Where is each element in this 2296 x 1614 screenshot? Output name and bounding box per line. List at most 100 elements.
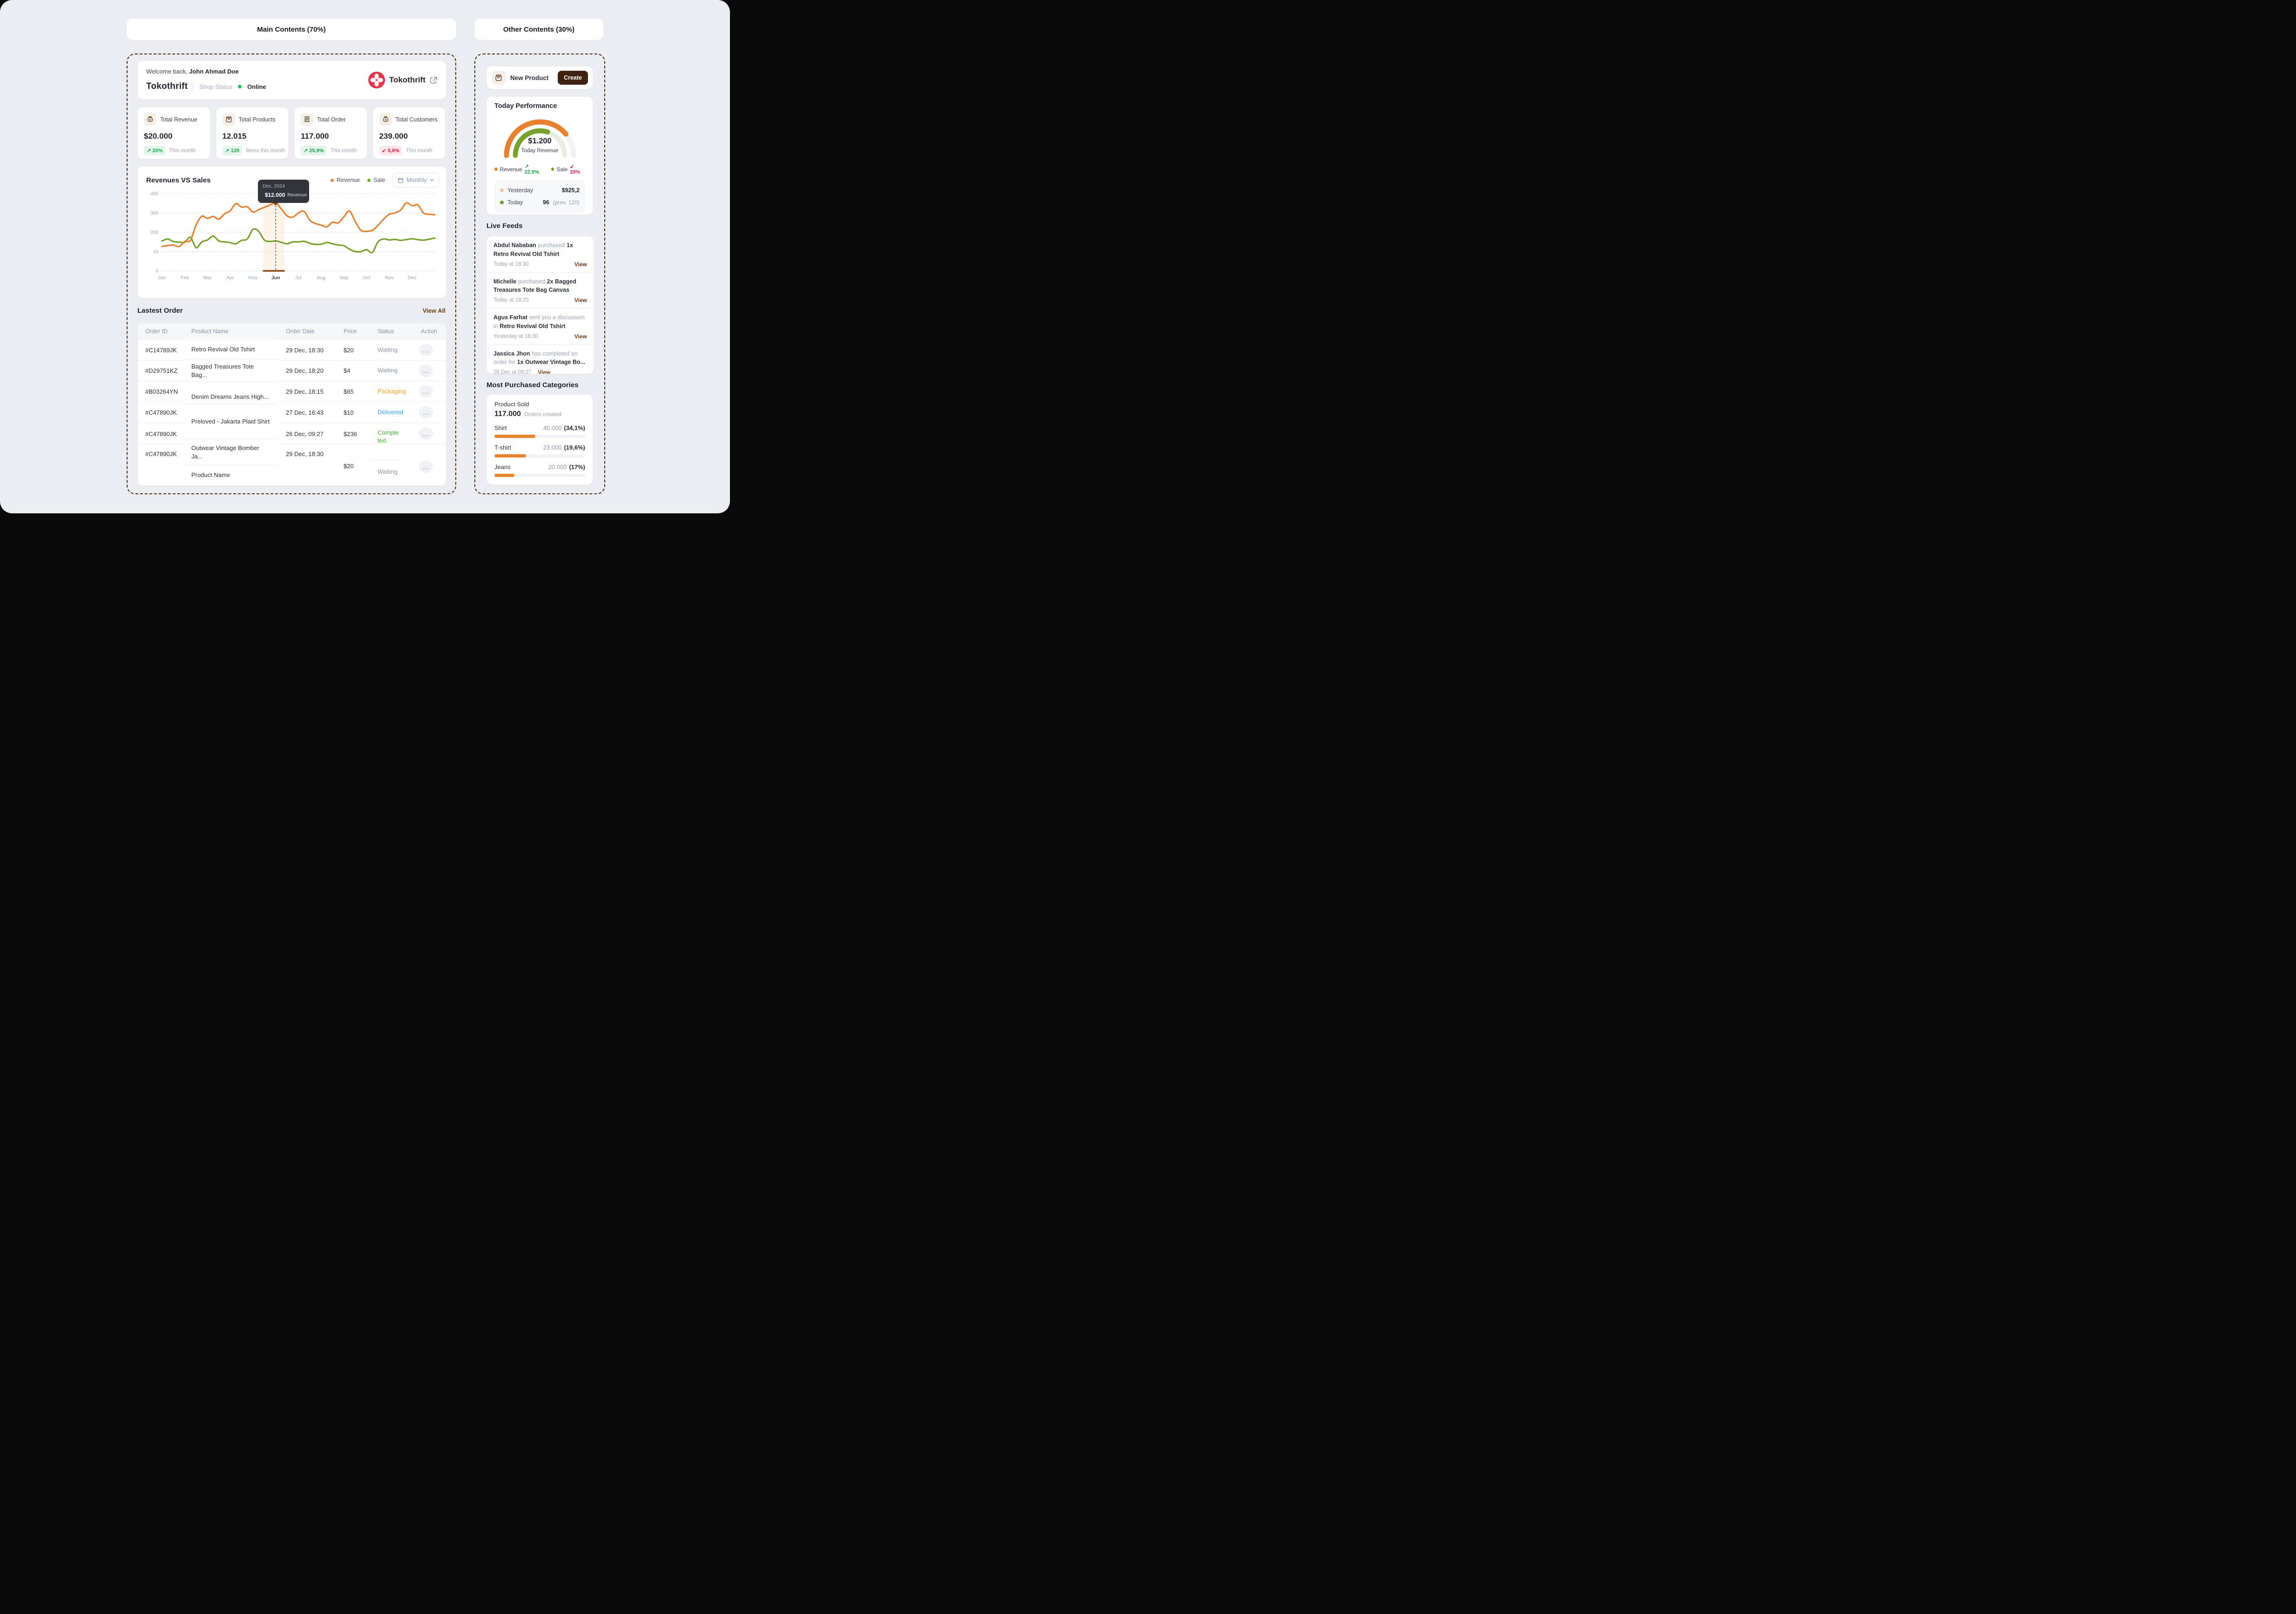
table-row: #C47890JK 27 Dec, 16:43 $10 Delivered ..… xyxy=(138,402,446,423)
svg-text:Dec: Dec xyxy=(408,275,417,281)
col-order-date: Order Date xyxy=(286,328,315,335)
feed-time: Today at 18:30 xyxy=(493,261,529,267)
row-actions-button[interactable]: ... xyxy=(419,406,433,418)
sale-dot xyxy=(551,168,554,171)
main-contents-zone: Welcome back, John Ahmad Doe Tokothrift … xyxy=(127,54,456,494)
stat-cards-row: $ Total Revenue $20.000 ↗ 20% This month xyxy=(137,107,446,159)
product-name-column: Retro Revival Old Tshirt Bagged Treasure… xyxy=(184,339,278,485)
svg-text:300: 300 xyxy=(150,211,158,216)
today-row: Today 96 (prev. 120) xyxy=(500,196,580,208)
feed-item: Jassica Jhon has completed an order for … xyxy=(487,344,594,374)
welcome-greeting: Welcome back, John Ahmad Doe xyxy=(146,68,239,75)
feed-view-link[interactable]: View xyxy=(574,333,587,340)
order-date: 29 Dec, 18:20 xyxy=(286,367,324,374)
table-row: #B03264YN 29 Dec, 18:15 $65 Packaging ..… xyxy=(138,381,446,402)
order-price: $10 xyxy=(344,409,354,416)
other-contents-title: Other Contents (30%) xyxy=(503,25,575,34)
product-name: Retro Revival Old Tshirt xyxy=(184,339,278,360)
order-status: Completed xyxy=(378,429,398,444)
chevron-down-icon xyxy=(430,179,434,182)
product-name: Denim Dreams Jeans High... xyxy=(184,382,278,404)
stat-card-total-revenue: $ Total Revenue $20.000 ↗ 20% This month xyxy=(137,107,210,159)
today-performance-title: Today Performance xyxy=(494,102,557,110)
page-canvas: Main Contents (70%) Other Contents (30%)… xyxy=(0,0,730,513)
order-id: #C47890JK xyxy=(145,451,177,457)
delta-badge: ↙ 5,6% xyxy=(379,146,402,155)
svg-text:Feb: Feb xyxy=(181,275,189,281)
product-sold-label: Product Sold xyxy=(494,401,529,408)
feed-time: Yesterday at 18:30 xyxy=(493,333,538,339)
new-product-label: New Product xyxy=(510,74,549,81)
shop-name: Tokothrift xyxy=(146,81,188,91)
stat-card-total-order: Total Order 117.000 ↗ 25,9% This month xyxy=(294,107,367,159)
user-name: John Ahmad Doe xyxy=(189,68,239,75)
order-id: #C47890JK xyxy=(145,430,177,437)
col-status: Status xyxy=(378,328,394,335)
today-dot xyxy=(500,201,504,204)
order-price: $20 xyxy=(344,463,354,470)
svg-text:Aug: Aug xyxy=(317,275,325,281)
row-actions-button[interactable]: ... xyxy=(419,385,433,397)
offset-divider xyxy=(371,459,399,460)
feed-view-link[interactable]: View xyxy=(574,261,587,268)
performance-breakdown-panel: Yesterday $925,2 Today 96 (prev. 120) xyxy=(494,180,585,213)
svg-text:May: May xyxy=(248,275,258,281)
svg-text:0: 0 xyxy=(155,269,158,274)
order-price: $20 xyxy=(344,346,354,354)
range-dropdown-label: Monthly xyxy=(406,177,427,183)
most-purchased-title: Most Purchased Categories xyxy=(486,381,579,389)
feed-time: Today at 18:20 xyxy=(493,297,529,303)
performance-gauge: $1.200 Today Revenue xyxy=(496,113,584,161)
feed-view-link[interactable]: View xyxy=(538,369,551,374)
create-button[interactable]: Create xyxy=(558,71,588,85)
product-name: Product Name xyxy=(191,471,230,479)
delta-badge: ↗ 120 xyxy=(222,146,243,155)
stat-label: Total Customers xyxy=(395,116,438,123)
order-status: Waiting xyxy=(378,468,398,475)
chart-title: Revenues VS Sales xyxy=(146,176,211,184)
row-actions-button[interactable]: ... xyxy=(419,461,433,473)
row-actions-button[interactable]: ... xyxy=(419,344,433,356)
shopping-bag-icon xyxy=(222,113,235,126)
feed-item: Abdul Nababan purchased 1x Retro Revival… xyxy=(493,242,587,268)
order-id: #C14789JK xyxy=(145,346,177,354)
stat-note: This month xyxy=(405,148,432,154)
new-product-card: New Product Create xyxy=(486,66,593,89)
table-row: #C14789JK 29 Dec, 18:30 $20 Waiting ... xyxy=(138,339,446,360)
svg-text:400: 400 xyxy=(150,192,158,197)
today-revenue-value: $1.200 xyxy=(528,137,552,145)
online-status-dot xyxy=(238,85,242,88)
view-all-link[interactable]: View All xyxy=(422,307,446,314)
stat-label: Total Products xyxy=(238,116,276,123)
col-action: Action xyxy=(421,328,437,335)
order-price: $4 xyxy=(344,367,351,374)
order-id: #C47890JK xyxy=(145,409,177,416)
col-order-id: Order ID xyxy=(145,328,168,335)
progress-bar xyxy=(494,435,585,438)
stat-value: 239.000 xyxy=(379,132,408,141)
gauge-legend-sale: Sale ↙ 20% xyxy=(551,163,585,175)
external-link-icon[interactable] xyxy=(430,76,438,84)
svg-text:Nov: Nov xyxy=(385,275,394,281)
chart-tooltip: Dec, 2024 $12.000 Revenue xyxy=(258,180,309,203)
progress-bar xyxy=(494,474,585,477)
product-name: Bagged Treasures Tote Bag... xyxy=(184,360,278,382)
feed-view-link[interactable]: View xyxy=(574,297,587,303)
orders-created-label: Orders created xyxy=(524,411,561,417)
row-actions-button[interactable]: ... xyxy=(419,364,433,377)
progress-bar xyxy=(494,454,585,457)
delta-badge: ↗ 25,9% xyxy=(301,146,327,155)
feed-time: 26 Dec at 09:27 xyxy=(493,370,532,374)
range-dropdown[interactable]: Monthly xyxy=(392,173,439,188)
table-header-row: Order ID Product Name Order Date Price S… xyxy=(138,323,446,339)
order-price: $65 xyxy=(344,388,354,395)
shopping-bag-icon xyxy=(492,71,506,85)
legend-sale: Sale xyxy=(367,177,385,183)
stat-label: Total Revenue xyxy=(160,116,197,123)
svg-text:Jul: Jul xyxy=(295,275,301,281)
row-actions-button[interactable]: ... xyxy=(419,428,433,440)
feed-item: Michelle purchased 2x Bagged Treasures T… xyxy=(487,272,594,309)
svg-text:Jun: Jun xyxy=(271,275,280,281)
svg-text:Oct: Oct xyxy=(363,275,370,281)
